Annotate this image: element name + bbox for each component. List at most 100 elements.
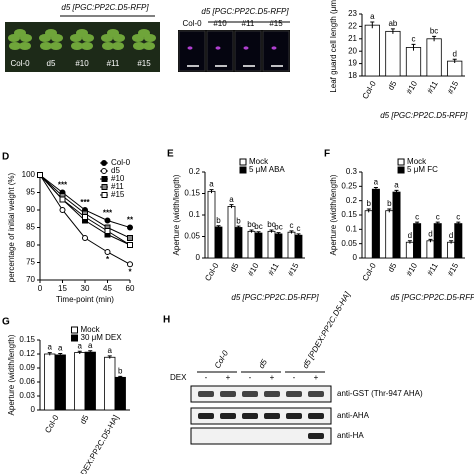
x-tick-label: d5 — [228, 261, 241, 274]
x-tick-label: 15 — [58, 284, 67, 293]
error-bar — [236, 225, 241, 229]
legend-swatch — [397, 166, 405, 174]
marker — [82, 235, 88, 241]
error-bar — [456, 221, 461, 226]
y-tick-label: 18 — [348, 71, 357, 80]
y-tick-label: 23 — [348, 9, 357, 18]
marker — [127, 261, 133, 268]
y-tick-label: 0.15 — [184, 189, 200, 198]
bar — [254, 232, 263, 259]
panel-label: G — [2, 317, 10, 328]
band — [242, 391, 258, 397]
marker — [127, 242, 133, 248]
x-tick-label: 30 — [81, 284, 90, 293]
micro-label: Col-0 — [182, 19, 202, 28]
lane-label: + — [314, 373, 319, 382]
guard-cell — [215, 46, 221, 50]
error-bar — [216, 225, 221, 229]
bar — [267, 230, 276, 259]
group-label: d5 — [257, 357, 270, 370]
bar — [207, 190, 216, 259]
significance-letter: b — [236, 216, 241, 225]
photo-label: #15 — [137, 59, 151, 68]
y-tick-label: 0.12 — [19, 349, 35, 358]
row-label: anti-AHA — [337, 411, 370, 420]
panel-frame — [178, 30, 206, 72]
legend-label: Mock — [407, 157, 427, 166]
legend-label: Mock — [249, 157, 269, 166]
marker — [127, 224, 133, 231]
x-tick-label: #10 — [246, 261, 261, 278]
significance-letter: ab — [388, 19, 397, 28]
y-tick-label: 22 — [348, 22, 357, 31]
micrograph-header: d5 [PGC:PP2C.D5-RFP] — [201, 7, 289, 16]
significance-letter: d — [449, 231, 453, 240]
error-bar — [370, 21, 375, 29]
error-bar — [366, 208, 371, 213]
significance-letter: d — [408, 231, 412, 240]
error-bar — [428, 238, 433, 243]
leaf — [45, 29, 57, 37]
bar — [426, 240, 435, 259]
bar — [294, 234, 303, 259]
row-label: anti-HA — [337, 431, 364, 440]
leaf — [14, 29, 26, 37]
significance-letter: b — [216, 216, 221, 225]
bar — [227, 205, 236, 259]
bar — [405, 47, 422, 77]
error-bar — [47, 352, 52, 356]
marker — [82, 214, 88, 220]
error-bar — [387, 208, 392, 213]
y-axis-label: Aperture (width/length) — [172, 174, 181, 255]
x-tick-label: #11 — [266, 261, 280, 277]
lane-label: + — [226, 373, 231, 382]
significance-letter: a — [229, 195, 234, 204]
significance-letter: a — [48, 343, 53, 352]
error-bar — [77, 350, 82, 354]
legend-swatch — [71, 326, 78, 334]
y-tick-label: 100 — [22, 170, 36, 179]
legend-label: #10 — [111, 174, 125, 183]
panel-label: E — [167, 149, 174, 160]
legend-label: Col-0 — [111, 158, 131, 167]
error-bar — [256, 231, 261, 235]
bar — [287, 231, 296, 259]
band — [264, 413, 280, 419]
lane-label: - — [293, 373, 296, 382]
bar — [74, 352, 86, 411]
x-tick-label: Col-0 — [43, 413, 61, 435]
leaf — [50, 42, 62, 50]
legend-marker — [101, 184, 108, 190]
error-bar — [373, 186, 378, 191]
y-axis-label: Aperture (width/length) — [329, 174, 338, 255]
significance-letter: b — [387, 199, 392, 208]
x-tick-label: #15 — [286, 261, 301, 278]
bar — [392, 191, 401, 259]
y-tick-label: 21 — [348, 34, 357, 43]
significance-letter: c — [290, 221, 294, 230]
micro-label: #10 — [213, 19, 227, 28]
bar — [214, 226, 223, 259]
blot-frame — [190, 427, 332, 445]
legend-marker — [101, 192, 108, 198]
y-tick-label: 0.15 — [19, 335, 35, 344]
annotation: ** — [127, 216, 134, 225]
leaf — [81, 42, 93, 50]
x-tick-label: 0 — [38, 284, 43, 293]
leaf — [9, 42, 21, 50]
x-tick-label: #15 — [446, 79, 461, 96]
leaf — [107, 29, 119, 37]
photo-label: #10 — [75, 59, 89, 68]
leaf — [19, 42, 31, 50]
y-tick-label: 0.05 — [184, 232, 200, 241]
marker — [104, 228, 111, 234]
y-tick-label: 0.03 — [19, 391, 35, 400]
leaf — [133, 42, 145, 50]
y-tick-label: 80 — [26, 240, 35, 249]
significance-letter: c — [297, 224, 301, 233]
lane-label: - — [205, 373, 208, 382]
band — [220, 413, 236, 419]
leaf — [40, 42, 52, 50]
bar — [234, 227, 243, 259]
